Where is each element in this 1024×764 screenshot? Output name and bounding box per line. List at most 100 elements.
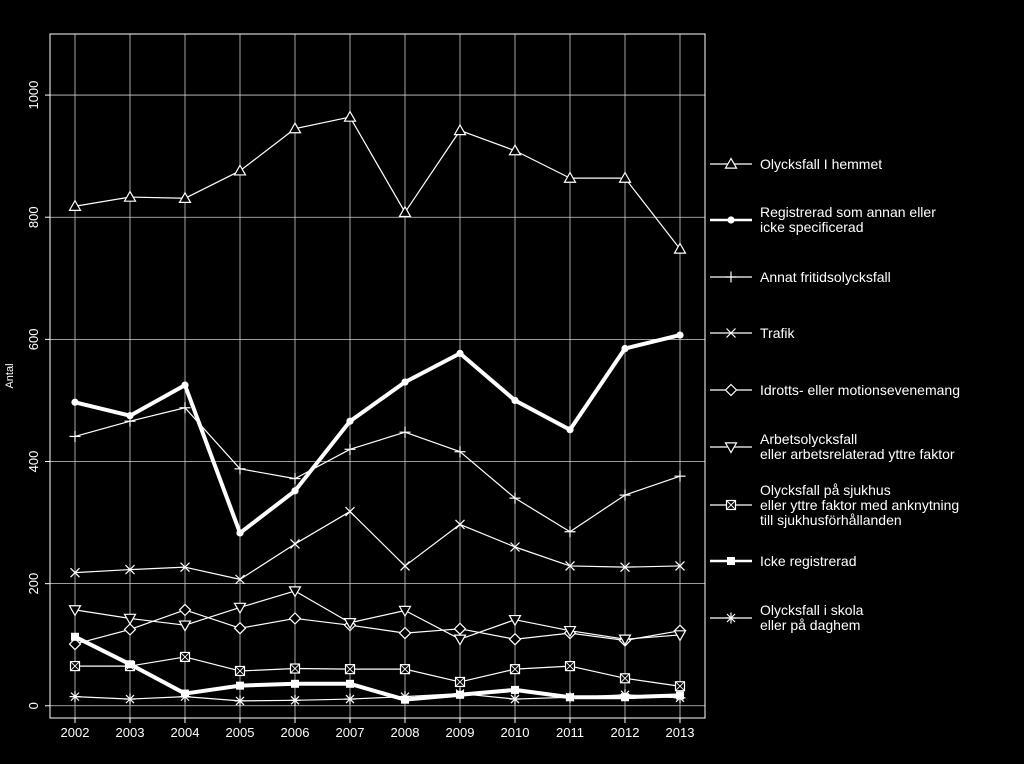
data-point: [289, 663, 301, 674]
y-tick-label: 0: [26, 702, 41, 709]
data-point: [68, 605, 82, 617]
x-tick-label: 2011: [556, 725, 584, 740]
series-group: [68, 586, 687, 646]
series-group: [69, 651, 686, 692]
data-point: [69, 430, 81, 442]
data-point: [124, 415, 136, 427]
series-line: [74, 634, 681, 702]
data-point: [511, 685, 519, 694]
data-point: [288, 612, 302, 625]
series-line: [75, 656, 681, 687]
x-tick-label: 2007: [336, 725, 365, 740]
data-point: [399, 691, 411, 703]
data-point: [289, 694, 301, 706]
data-point: [344, 443, 356, 455]
data-point: [454, 446, 466, 458]
y-tick-label: 1000: [26, 81, 41, 110]
data-point: [399, 426, 411, 438]
data-point: [398, 626, 412, 640]
data-point: [673, 242, 687, 254]
data-point: [291, 679, 299, 688]
data-point: [454, 688, 466, 700]
data-point: [346, 679, 354, 688]
data-point: [344, 664, 356, 675]
data-point: [564, 691, 576, 703]
x-axis: 2002 2003 2004 2005 2006 2007 2008 2009 2010 2011…: [61, 718, 694, 740]
y-tick-label: 200: [26, 573, 41, 595]
data-point: [68, 199, 82, 211]
data-point: [618, 634, 632, 646]
series-group: [69, 688, 686, 707]
data-point: [508, 632, 522, 646]
series-group: [68, 603, 687, 651]
data-point: [453, 634, 467, 646]
data-point: [454, 676, 466, 688]
data-point: [563, 625, 577, 638]
data-point: [453, 622, 467, 636]
x-tick-label: 2003: [116, 725, 145, 740]
series-group: [70, 506, 685, 585]
data-point: [69, 691, 81, 703]
data-point: [398, 605, 412, 618]
series-line: [74, 407, 681, 533]
data-point: [399, 664, 411, 675]
data-point: [71, 398, 79, 406]
data-point: [508, 614, 522, 627]
data-point: [563, 171, 577, 183]
data-point: [123, 623, 137, 636]
data-point: [674, 470, 686, 482]
data-point: [619, 489, 631, 501]
data-point: [456, 349, 464, 358]
data-point: [401, 378, 409, 386]
data-point: [455, 519, 465, 530]
data-point: [288, 121, 302, 134]
y-tick-label: 800: [26, 206, 41, 228]
x-tick-label: 2008: [391, 725, 420, 740]
data-point: [508, 143, 522, 156]
data-point: [453, 123, 467, 136]
data-point: [676, 331, 684, 339]
series-line: [74, 510, 681, 580]
series-group: [68, 110, 687, 254]
data-point: [236, 681, 244, 690]
x-tick-label: 2004: [171, 725, 200, 740]
data-point: [123, 613, 137, 626]
data-point: [234, 665, 246, 677]
data-point: [234, 695, 246, 707]
data-point: [674, 681, 686, 692]
data-point: [233, 164, 247, 176]
data-point: [398, 205, 412, 218]
data-point: [343, 618, 357, 630]
data-point: [564, 526, 576, 538]
data-point: [619, 673, 631, 684]
x-tick-label: 2002: [61, 725, 90, 740]
data-point: [179, 402, 191, 414]
series-group: [71, 632, 684, 704]
data-point: [179, 651, 191, 663]
data-point: [123, 190, 137, 202]
data-point: [566, 426, 574, 434]
series-line: [74, 609, 681, 645]
data-point: [233, 621, 247, 635]
data-point: [509, 492, 521, 504]
data-point: [509, 693, 521, 705]
x-tick-label: 2005: [226, 725, 255, 740]
data-point: [619, 689, 631, 701]
data-point: [618, 171, 632, 183]
data-point: [71, 632, 79, 641]
series-line: [74, 116, 681, 250]
data-point: [675, 561, 685, 571]
data-point: [674, 692, 686, 704]
plot-frame: [49, 33, 706, 719]
series-group: [69, 402, 686, 538]
y-axis: 0 200 400 600 800 1000: [26, 81, 50, 709]
data-point: [235, 574, 245, 585]
data-point: [510, 542, 520, 552]
data-point: [69, 660, 81, 672]
data-point: [68, 637, 82, 651]
data-point: [178, 620, 192, 632]
x-tick-label: 2010: [501, 725, 530, 740]
x-tick-label: 2006: [281, 725, 310, 740]
series: [68, 110, 687, 707]
